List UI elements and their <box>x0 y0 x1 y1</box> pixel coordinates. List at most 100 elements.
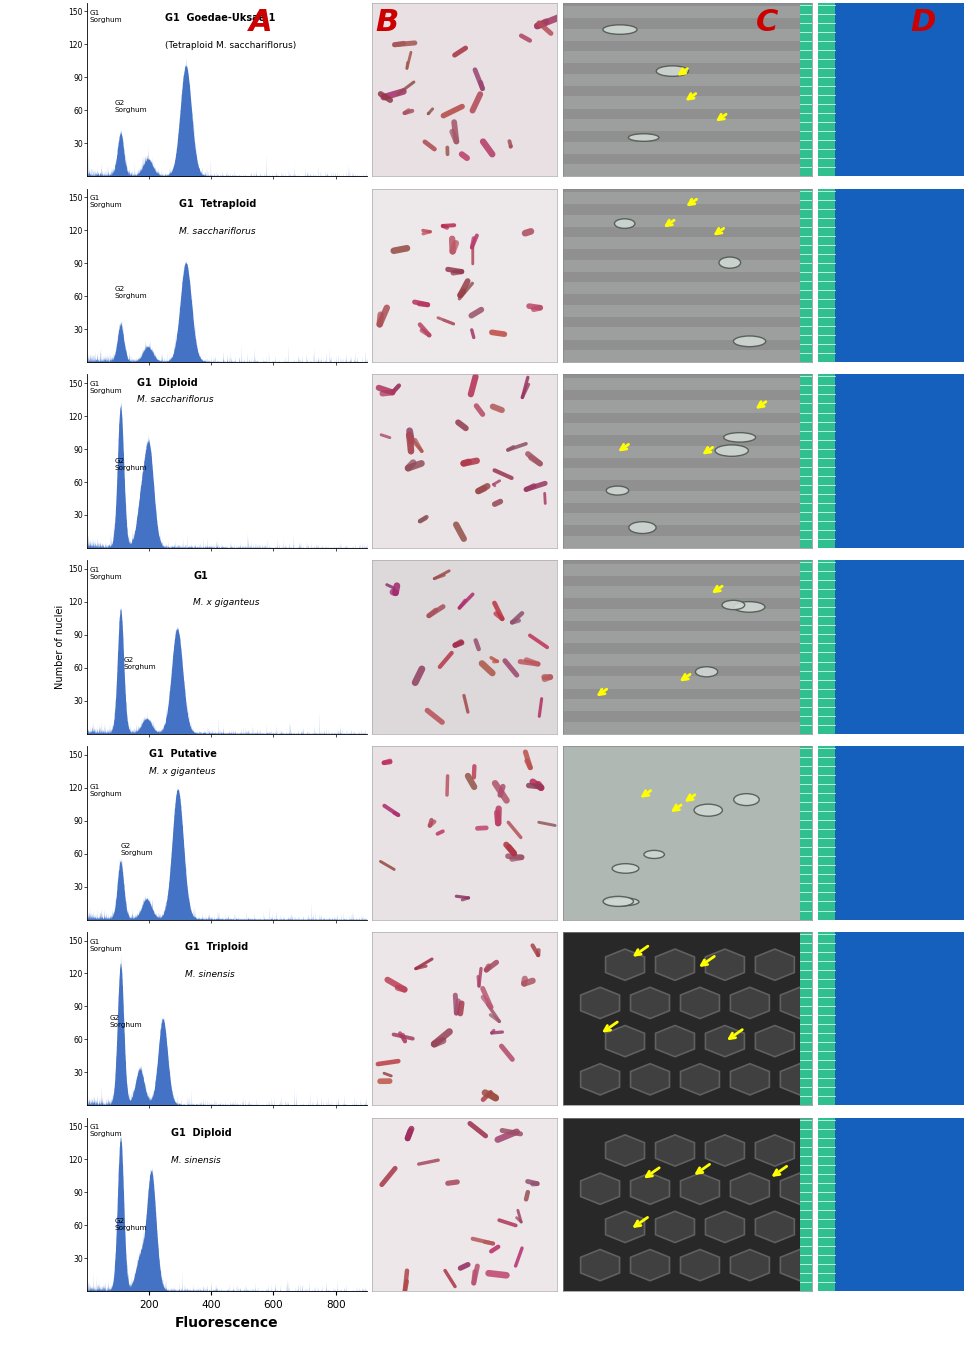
Ellipse shape <box>724 433 755 442</box>
Polygon shape <box>606 1211 644 1242</box>
Bar <box>817 3 836 176</box>
Polygon shape <box>680 987 720 1018</box>
Bar <box>800 1118 812 1291</box>
Text: G2
Sorghum: G2 Sorghum <box>109 1015 142 1028</box>
Ellipse shape <box>604 898 639 906</box>
Text: G1  Diploid: G1 Diploid <box>137 377 198 388</box>
Ellipse shape <box>733 337 766 346</box>
Bar <box>562 96 812 108</box>
Bar <box>562 749 812 761</box>
Polygon shape <box>705 949 745 980</box>
Polygon shape <box>781 1249 819 1280</box>
Polygon shape <box>730 1249 769 1280</box>
Bar <box>562 587 812 599</box>
Polygon shape <box>606 1025 644 1057</box>
Ellipse shape <box>644 850 665 859</box>
Polygon shape <box>656 1134 695 1167</box>
Polygon shape <box>680 1064 720 1095</box>
Bar <box>817 188 836 362</box>
Polygon shape <box>631 1174 669 1205</box>
Ellipse shape <box>629 134 659 142</box>
Bar <box>800 560 812 734</box>
Text: G1
Sorghum: G1 Sorghum <box>90 784 123 798</box>
Bar <box>562 192 812 204</box>
Polygon shape <box>631 1064 669 1095</box>
Polygon shape <box>680 1249 720 1280</box>
Bar <box>562 772 812 784</box>
Text: M. sacchariflorus: M. sacchariflorus <box>180 227 256 235</box>
Polygon shape <box>755 1211 794 1242</box>
Bar <box>817 560 836 734</box>
Bar <box>562 304 812 316</box>
Polygon shape <box>656 949 695 980</box>
Text: M. x giganteus: M. x giganteus <box>149 767 215 776</box>
Polygon shape <box>606 1134 644 1167</box>
Ellipse shape <box>719 257 741 268</box>
Polygon shape <box>806 1211 844 1242</box>
Polygon shape <box>705 1211 745 1242</box>
Polygon shape <box>581 1064 619 1095</box>
Text: G1
Sorghum: G1 Sorghum <box>90 196 123 208</box>
Text: G1: G1 <box>193 571 208 580</box>
Text: A: A <box>248 8 272 37</box>
Bar <box>562 491 812 503</box>
Bar <box>562 327 812 339</box>
X-axis label: Fluorescence: Fluorescence <box>175 1315 278 1330</box>
Text: C: C <box>756 8 779 37</box>
Polygon shape <box>581 1174 619 1205</box>
Text: G1
Sorghum: G1 Sorghum <box>90 566 123 580</box>
Bar <box>562 468 812 480</box>
Bar <box>562 423 812 435</box>
Polygon shape <box>755 1134 794 1167</box>
Text: G2
Sorghum: G2 Sorghum <box>115 458 148 470</box>
Text: M. sacchariflorus: M. sacchariflorus <box>137 395 213 404</box>
Bar <box>562 884 812 896</box>
Bar <box>817 375 836 548</box>
Polygon shape <box>781 1064 819 1095</box>
Bar <box>562 283 812 295</box>
Ellipse shape <box>694 804 723 817</box>
Text: D: D <box>910 8 936 37</box>
Polygon shape <box>656 1025 695 1057</box>
Bar <box>562 817 812 829</box>
Ellipse shape <box>656 66 689 76</box>
Bar <box>562 699 812 711</box>
Text: G2
Sorghum: G2 Sorghum <box>115 1218 148 1232</box>
Ellipse shape <box>722 600 745 610</box>
Polygon shape <box>705 1134 745 1167</box>
Text: (Tetraploid M. sacchariflorus): (Tetraploid M. sacchariflorus) <box>165 41 297 50</box>
Bar <box>562 377 812 389</box>
Text: G1
Sorghum: G1 Sorghum <box>90 9 123 23</box>
Bar <box>562 840 812 852</box>
Text: G1  Diploid: G1 Diploid <box>171 1128 232 1138</box>
Polygon shape <box>581 1249 619 1280</box>
Bar <box>562 400 812 412</box>
Ellipse shape <box>607 487 629 495</box>
Ellipse shape <box>715 445 749 457</box>
Polygon shape <box>606 949 644 980</box>
Text: M. x giganteus: M. x giganteus <box>193 599 260 607</box>
Bar <box>562 28 812 41</box>
Text: G2
Sorghum: G2 Sorghum <box>121 844 154 856</box>
Polygon shape <box>730 1064 769 1095</box>
Ellipse shape <box>603 896 634 906</box>
Text: G2
Sorghum: G2 Sorghum <box>124 657 156 671</box>
Bar <box>800 375 812 548</box>
Bar <box>800 746 812 919</box>
Polygon shape <box>631 987 669 1018</box>
Bar <box>817 746 836 919</box>
Bar <box>562 74 812 87</box>
Bar <box>562 446 812 458</box>
Bar <box>562 7 812 19</box>
Bar <box>562 795 812 807</box>
Y-axis label: Number of nuclei: Number of nuclei <box>55 604 66 690</box>
Text: G1
Sorghum: G1 Sorghum <box>90 381 123 395</box>
Polygon shape <box>806 1134 844 1167</box>
Polygon shape <box>806 1025 844 1057</box>
Bar <box>562 631 812 644</box>
Polygon shape <box>581 987 619 1018</box>
Polygon shape <box>781 1174 819 1205</box>
Text: G1
Sorghum: G1 Sorghum <box>90 938 123 952</box>
Polygon shape <box>730 1174 769 1205</box>
Polygon shape <box>631 1249 669 1280</box>
